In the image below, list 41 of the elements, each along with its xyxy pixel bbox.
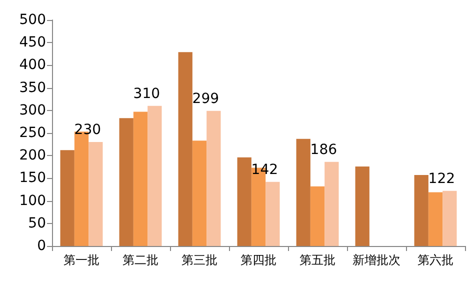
data-label: 122 [428,170,456,187]
y-tick-label: 350 [19,80,46,96]
bar [428,192,443,246]
y-tick-label: 150 [19,170,46,186]
bar [148,106,162,246]
bar [88,142,103,246]
y-tick-label: 200 [19,148,46,164]
y-tick-label: 0 [37,238,46,254]
bar [60,150,74,246]
bar [192,140,207,246]
y-tick-label: 400 [19,57,46,74]
data-label: 230 [74,122,102,138]
x-tick-label: 第二批 [122,253,158,267]
x-tick-label: 第五批 [300,253,336,267]
bar [206,110,221,246]
y-tick-label: 50 [28,215,46,232]
bar [133,112,148,246]
data-label: 142 [251,162,278,178]
bar [237,157,252,246]
data-label: 299 [192,90,220,107]
y-tick-label: 450 [19,34,46,51]
y-tick-label: 250 [19,125,46,141]
bar [178,52,192,246]
bar [442,190,457,246]
data-label: 310 [133,86,160,102]
x-tick-label: 第四批 [240,253,276,267]
data-label: 186 [310,142,338,158]
x-tick-label: 第一批 [64,253,100,267]
bar [324,162,339,246]
y-tick-label: 100 [19,192,46,209]
x-tick-label: 第三批 [182,253,218,267]
bar [296,138,310,246]
bar [414,175,428,246]
bar [266,182,280,246]
x-tick-label: 新增批次 [352,253,400,267]
bar [119,118,134,246]
y-tick-label: 300 [19,102,46,118]
bar [355,166,370,246]
y-tick-label: 500 [19,12,46,28]
x-tick-label: 第六批 [418,253,454,267]
bar [310,186,325,246]
